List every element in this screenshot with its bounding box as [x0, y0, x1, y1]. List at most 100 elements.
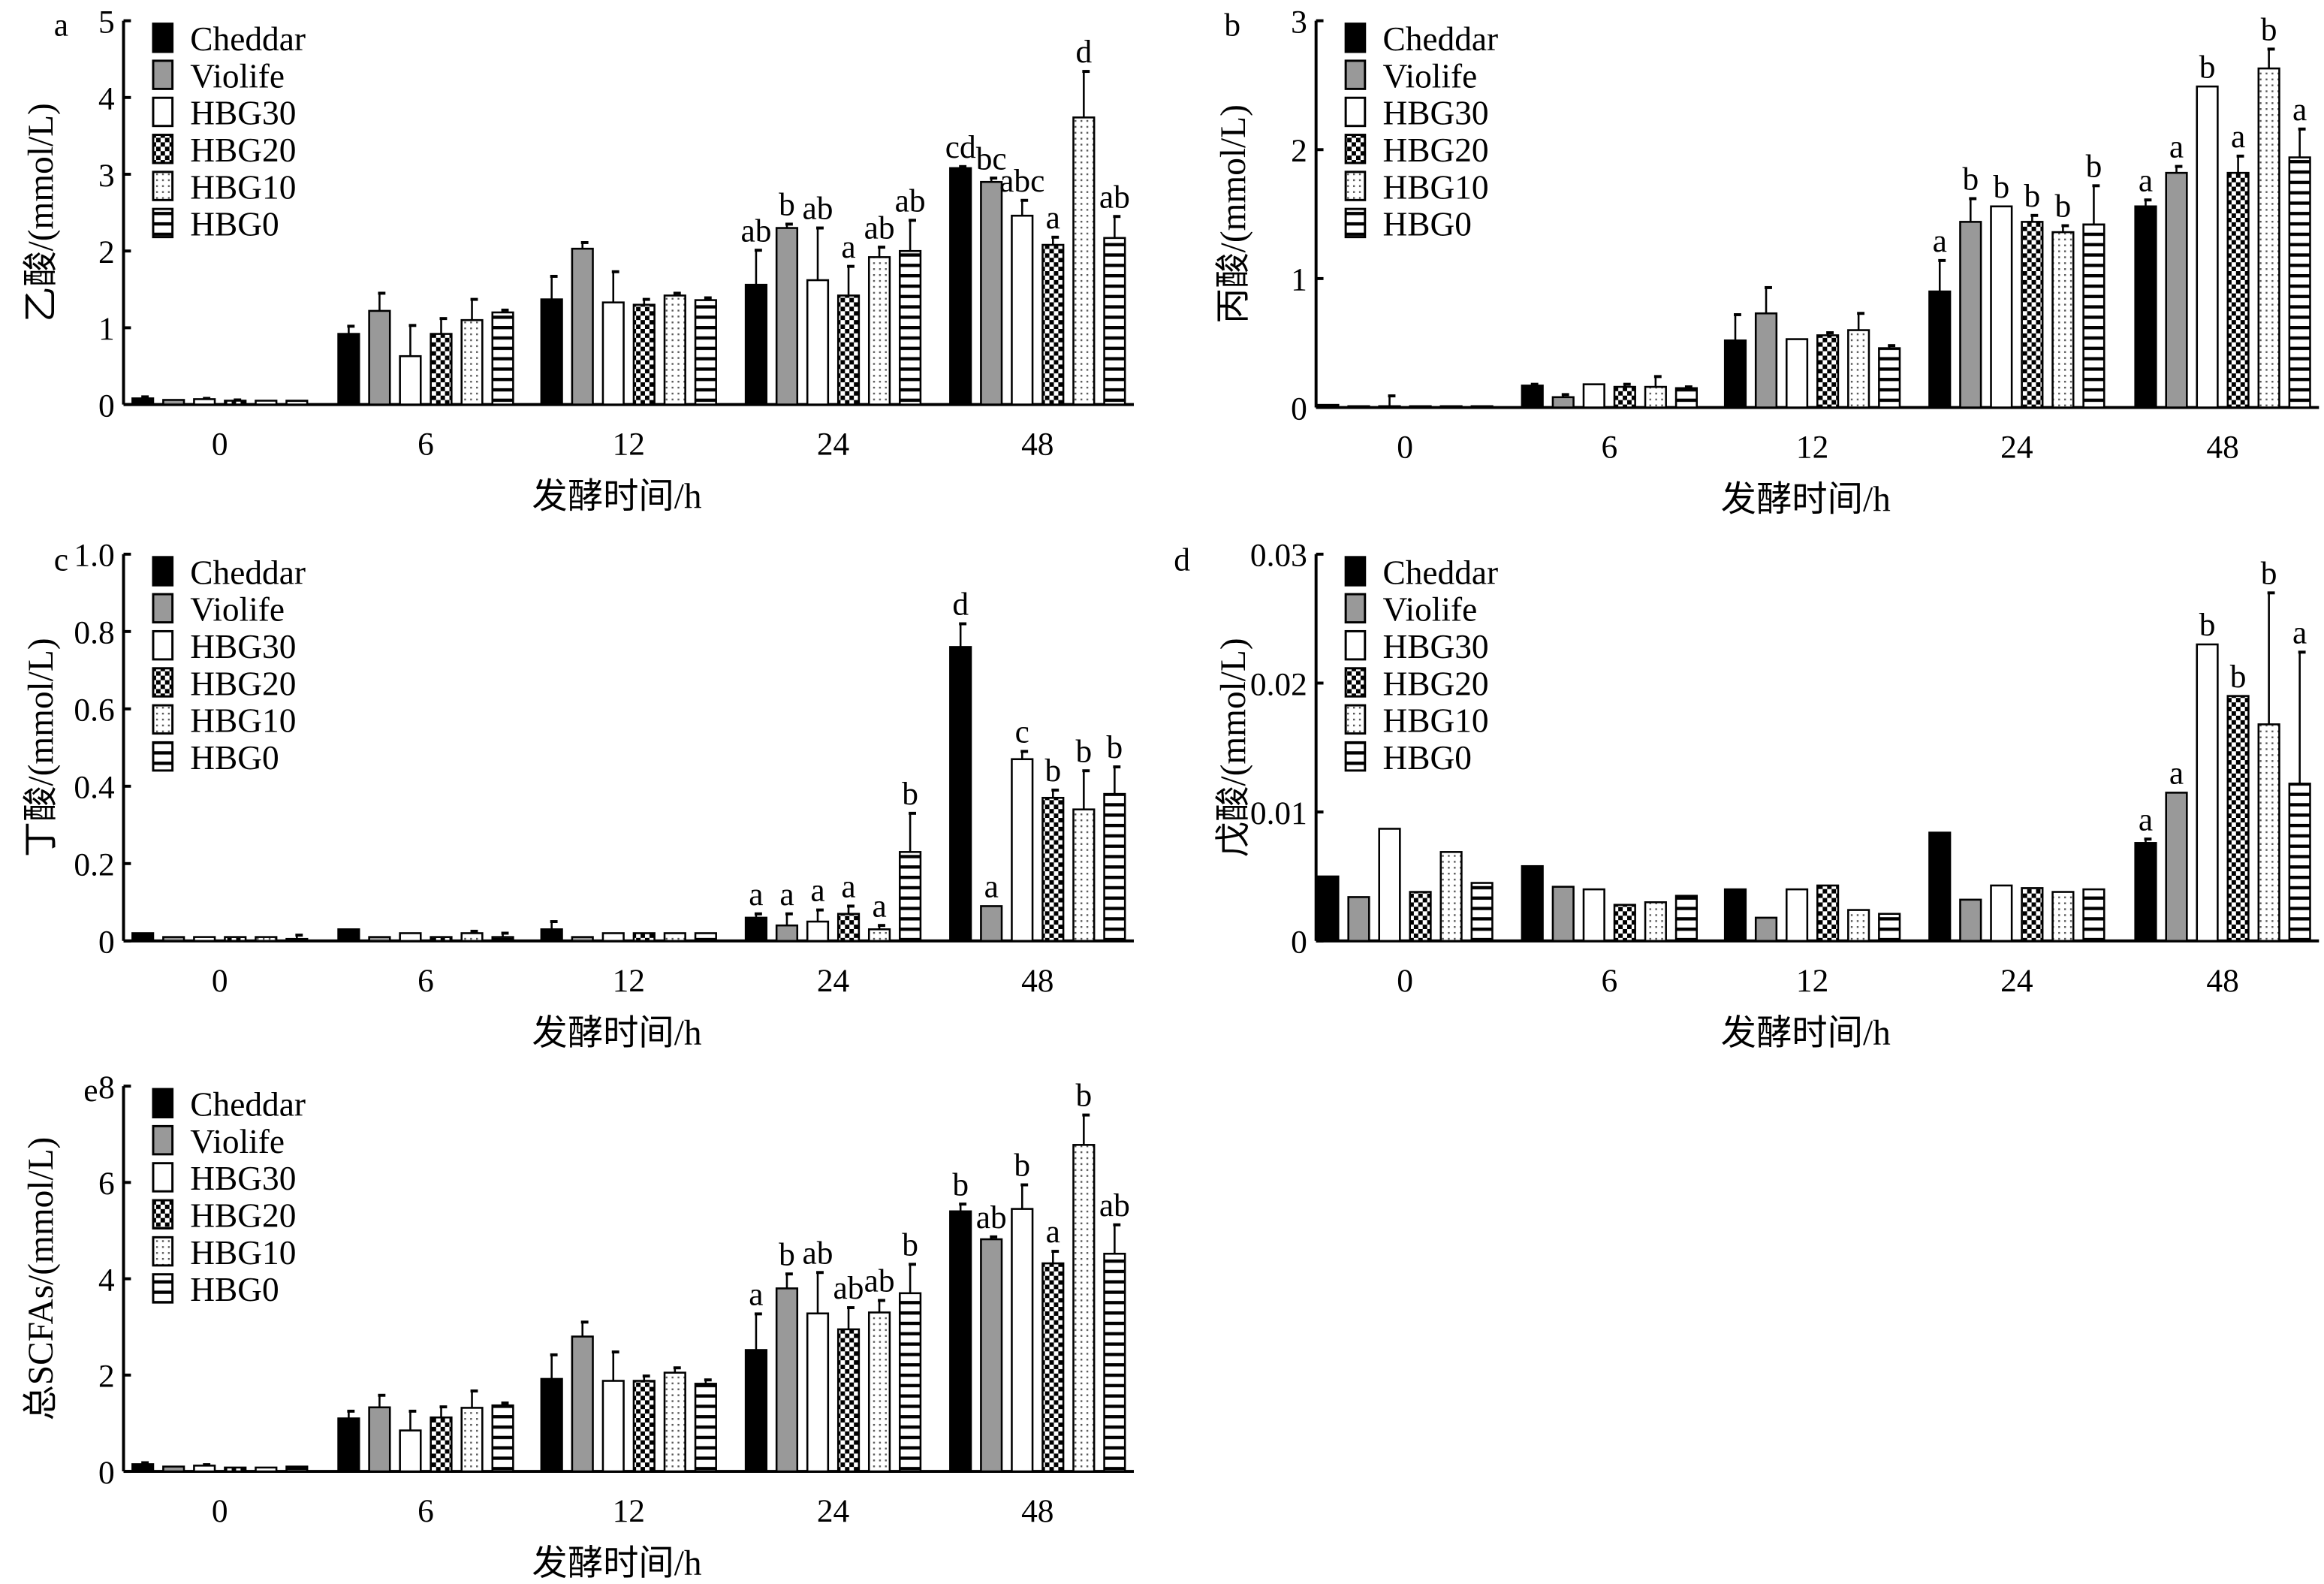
- bar-hbg10-6h: [460, 318, 484, 406]
- bar-cheddar-0h: [131, 397, 155, 406]
- y-tick-label: 4: [98, 1262, 115, 1298]
- bar-hbg0-12h: [694, 1383, 717, 1473]
- x-tick-label: 6: [417, 963, 434, 999]
- bar-cheddar-24h: [1928, 290, 1952, 409]
- x-tick-label: 24: [817, 963, 850, 999]
- significance-letter: b: [1014, 1148, 1030, 1184]
- bar-hbg10-0h: [1439, 851, 1463, 943]
- significance-letter: d: [1075, 34, 1092, 70]
- legend-label: HBG0: [190, 206, 279, 243]
- legend-label: HBG0: [190, 1271, 279, 1308]
- bar-violife-24h: [1959, 898, 1982, 943]
- x-tick-label: 12: [613, 1493, 645, 1529]
- bar-hbg30-12h: [1785, 338, 1809, 409]
- legend-swatch-hbg30: [1344, 629, 1367, 661]
- bar-hbg20-0h: [224, 936, 247, 943]
- bar-hbg30-48h: [2196, 85, 2219, 409]
- bar-cheddar-24h: [744, 283, 768, 406]
- significance-letter: ab: [740, 213, 771, 249]
- panel-label: d: [1174, 542, 1190, 578]
- significance-letter: b: [1107, 729, 1123, 765]
- x-tick-label: 6: [1601, 430, 1617, 466]
- y-tick-label: 2: [1291, 133, 1307, 169]
- significance-letter: a: [779, 876, 794, 913]
- significance-letter: b: [2199, 607, 2216, 643]
- bar-hbg30-6h: [399, 355, 422, 406]
- x-tick-label: 6: [417, 427, 434, 463]
- significance-letter: b: [952, 1166, 969, 1202]
- legend-label: Cheddar: [190, 1086, 306, 1124]
- x-tick-label: 48: [2206, 430, 2238, 466]
- bar-cheddar-6h: [1521, 385, 1544, 409]
- bar-hbg20-24h: [2021, 887, 2044, 943]
- legend-swatch-hbg30: [152, 96, 174, 128]
- y-tick-label: 1.0: [74, 538, 114, 574]
- y-axis-title: 总SCFAs/(mmol/L): [22, 1137, 61, 1421]
- bar-hbg10-48h: [1072, 808, 1096, 943]
- legend-swatch-cheddar: [1344, 556, 1367, 587]
- bar-hbg0-48h: [1103, 792, 1126, 943]
- bar-hbg20-24h: [836, 294, 861, 406]
- bar-violife-12h: [571, 936, 594, 943]
- bar-hbg30-0h: [193, 1465, 216, 1473]
- significance-letter: a: [1046, 200, 1060, 236]
- bar-hbg20-48h: [2226, 695, 2250, 943]
- x-tick-label: 6: [1601, 963, 1617, 999]
- bar-hbg10-12h: [1847, 329, 1870, 409]
- legend-swatch-violife: [1344, 59, 1367, 90]
- y-tick-label: 3: [98, 158, 115, 194]
- significance-letter: ab: [976, 1199, 1007, 1236]
- bar-hbg20-12h: [632, 303, 656, 406]
- significance-letter: a: [1046, 1214, 1060, 1250]
- legend-label: HBG30: [190, 628, 296, 665]
- bar-cheddar-6h: [337, 928, 360, 943]
- bar-hbg20-12h: [632, 1380, 656, 1473]
- bar-hbg20-12h: [632, 932, 656, 943]
- bar-violife-24h: [775, 924, 799, 943]
- bar-hbg10-24h: [2051, 231, 2075, 409]
- legend-label: HBG30: [1382, 628, 1488, 665]
- x-tick-label: 48: [1021, 963, 1053, 999]
- bar-hbg0-12h: [694, 932, 717, 943]
- legend-swatch-hbg30: [1344, 96, 1367, 128]
- x-tick-label: 24: [817, 427, 850, 463]
- bar-hbg30-24h: [806, 1312, 830, 1473]
- bar-hbg30-24h: [806, 920, 830, 943]
- significance-letter: a: [749, 876, 763, 913]
- legend-swatch-hbg0: [1344, 207, 1367, 239]
- significance-letter: a: [872, 888, 886, 924]
- bar-hbg10-24h: [867, 1311, 891, 1473]
- legend-swatch-hbg0: [152, 1273, 174, 1304]
- bar-hbg0-12h: [694, 299, 717, 406]
- legend-label: Cheddar: [190, 20, 306, 58]
- y-axis-title: 丙酸/(mmol/L): [1214, 104, 1253, 324]
- bar-hbg30-12h: [601, 301, 625, 406]
- y-tick-label: 0.03: [1250, 538, 1307, 574]
- bar-violife-6h: [368, 309, 391, 406]
- legend-swatch-hbg0: [152, 741, 174, 772]
- legend-swatch-hbg10: [152, 704, 174, 735]
- legend-swatch-hbg30: [152, 629, 174, 661]
- y-tick-label: 4: [98, 81, 115, 117]
- significance-letter: cd: [945, 129, 976, 165]
- bar-cheddar-12h: [1723, 888, 1747, 943]
- bar-violife-48h: [980, 905, 1003, 943]
- bar-violife-6h: [1551, 886, 1575, 943]
- bar-hbg30-0h: [1378, 828, 1401, 943]
- bar-hbg30-24h: [1990, 205, 2013, 409]
- bar-hbg30-12h: [601, 1380, 625, 1473]
- bar-hbg20-6h: [430, 936, 453, 943]
- significance-letter: ab: [1099, 179, 1130, 215]
- legend-swatch-violife: [1344, 593, 1367, 624]
- bar-hbg20-48h: [1041, 243, 1065, 406]
- bar-hbg0-0h: [285, 400, 309, 406]
- legend-swatch-cheddar: [152, 23, 174, 53]
- significance-letter: b: [2230, 659, 2247, 695]
- bar-hbg30-6h: [399, 932, 422, 943]
- bar-hbg10-24h: [867, 256, 891, 406]
- legend-swatch-violife: [152, 593, 174, 624]
- x-axis-title: 发酵时间/h: [1721, 1014, 1891, 1053]
- bar-violife-24h: [1959, 221, 1982, 409]
